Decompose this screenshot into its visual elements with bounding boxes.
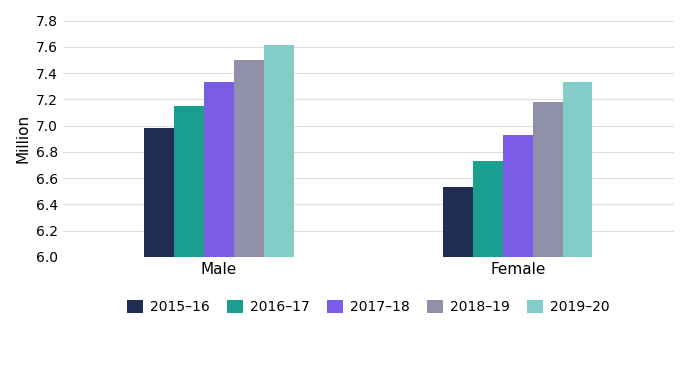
Legend: 2015–16, 2016–17, 2017–18, 2018–19, 2019–20: 2015–16, 2016–17, 2017–18, 2018–19, 2019… bbox=[121, 294, 615, 320]
Bar bbox=[264, 46, 294, 380]
Bar bbox=[503, 135, 533, 380]
Bar bbox=[443, 187, 473, 380]
Y-axis label: Million: Million bbox=[15, 114, 30, 163]
Bar bbox=[204, 82, 234, 380]
Bar bbox=[473, 161, 503, 380]
Bar bbox=[234, 60, 264, 380]
Bar bbox=[174, 106, 204, 380]
Bar bbox=[533, 102, 563, 380]
Bar bbox=[144, 128, 174, 380]
Bar bbox=[563, 82, 593, 380]
